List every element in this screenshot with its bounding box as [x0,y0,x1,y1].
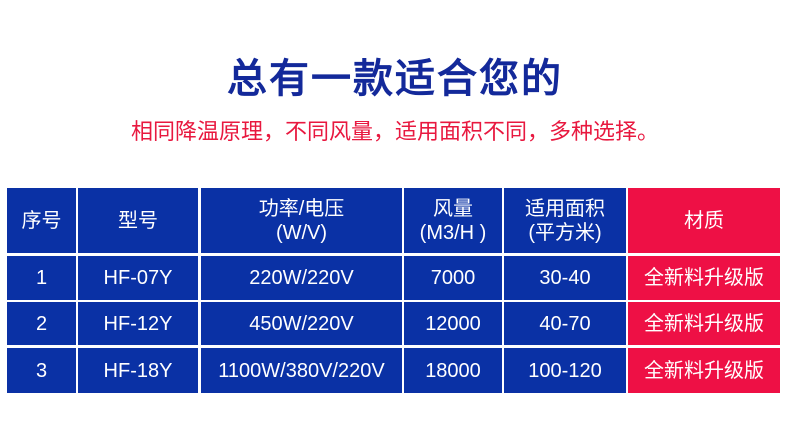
cell-power: 450W/220V [201,302,402,345]
cell-airflow: 18000 [404,348,502,393]
cell-area: 40-70 [504,302,626,345]
cell-power: 220W/220V [201,256,402,300]
cell-index: 3 [7,348,76,393]
cell-area: 100-120 [504,348,626,393]
header-power: 功率/电压 (W/V) [201,188,402,253]
cell-model: HF-07Y [78,256,198,300]
header-area: 适用面积 (平方米) [504,188,626,253]
cell-airflow: 7000 [404,256,502,300]
cell-index: 1 [7,256,76,300]
cell-airflow: 12000 [404,302,502,345]
header-model: 型号 [78,188,198,253]
cell-area: 30-40 [504,256,626,300]
cell-model: HF-18Y [78,348,198,393]
cell-material: 全新料升级版 [628,348,780,393]
cell-material: 全新料升级版 [628,302,780,345]
header-index: 序号 [7,188,76,253]
cell-index: 2 [7,302,76,345]
page-title: 总有一款适合您的 [227,57,563,101]
page-subtitle: 相同降温原理，不同风量，适用面积不同，多种选择。 [130,119,659,144]
header-airflow: 风量 (M3/H ) [404,188,502,253]
header-material: 材质 [628,188,780,253]
cell-power: 1100W/380V/220V [201,348,402,393]
cell-material: 全新料升级版 [628,256,780,300]
cell-model: HF-12Y [78,302,198,345]
